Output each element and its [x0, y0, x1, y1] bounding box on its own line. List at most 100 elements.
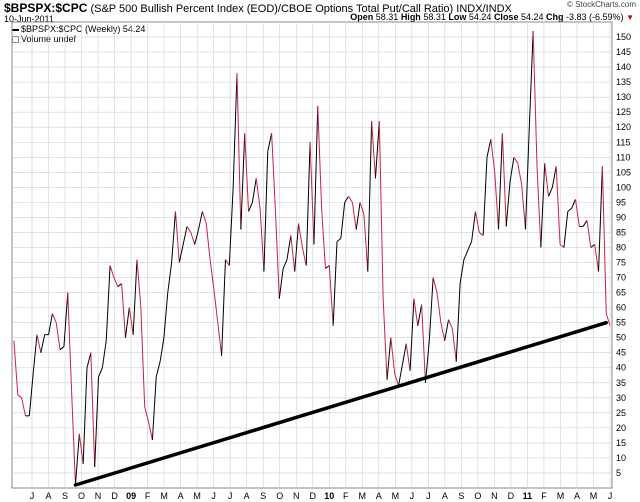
series-segment: [448, 319, 453, 329]
chart-title: $BPSPX:$CPC (S&P 500 Bullish Percent Ind…: [4, 1, 512, 15]
close-value: 54.24: [520, 12, 544, 22]
series-segment: [267, 133, 273, 152]
low-label: Low: [448, 12, 467, 22]
series-segment: [424, 340, 430, 383]
series-segment: [598, 166, 603, 272]
series-segment: [371, 121, 376, 179]
series-segment: [359, 202, 365, 215]
y-tick-label: 140: [616, 62, 631, 72]
series-segment: [17, 394, 22, 399]
series-segment: [117, 283, 122, 287]
series-segment: [78, 433, 84, 465]
series-segment: [517, 163, 523, 185]
series-segment: [394, 373, 400, 386]
series-segment: [101, 340, 107, 368]
series-segment: [171, 211, 176, 263]
series-segment: [113, 277, 119, 287]
series-segment: [232, 73, 238, 188]
series-segment: [428, 277, 434, 341]
series-segment: [94, 376, 100, 467]
x-tick-label: S: [62, 491, 68, 501]
series-segment: [382, 298, 388, 380]
x-tick-label: N: [491, 491, 498, 501]
y-tick-label: 70: [616, 273, 626, 283]
x-tick-label: A: [376, 491, 382, 501]
plot-frame: [11, 21, 613, 489]
series-segment: [471, 211, 476, 242]
x-tick-label: 11: [523, 491, 533, 501]
x-tick-label: M: [392, 491, 400, 501]
series-segment: [544, 163, 550, 197]
series-segment: [574, 199, 580, 227]
y-tick-label: 50: [616, 333, 626, 343]
y-tick-label: 85: [616, 227, 626, 237]
y-tick-label: 125: [616, 107, 631, 117]
series-segment: [136, 259, 142, 308]
series-segment: [274, 211, 280, 299]
series-segment: [217, 322, 223, 356]
series-segment: [451, 328, 457, 362]
y-tick-label: 55: [616, 318, 626, 328]
series-segment: [36, 334, 42, 353]
series-segment: [386, 337, 392, 380]
series-segment: [474, 211, 480, 233]
series-segment: [590, 244, 596, 248]
y-tick-label: 15: [616, 438, 626, 448]
x-tick-label: J: [410, 491, 415, 501]
series-segment: [436, 292, 442, 323]
series-segment: [532, 31, 538, 167]
series-segment: [124, 307, 130, 338]
x-tick-label: M: [557, 491, 565, 501]
x-tick-label: D: [111, 491, 118, 501]
x-tick-label: O: [276, 491, 283, 501]
series-segment: [298, 223, 303, 248]
series-segment: [67, 292, 73, 392]
series-segment: [405, 343, 411, 371]
x-tick-label: F: [541, 491, 547, 501]
series-segment: [63, 292, 69, 347]
high-value: 58.31: [423, 12, 446, 22]
close-label: Close: [493, 12, 519, 22]
legend-series-label: $BPSPX:$CPC (Weekly) 54.24: [21, 24, 146, 34]
series-segment: [105, 265, 111, 341]
y-tick-label: 30: [616, 393, 626, 403]
series-segment: [228, 187, 234, 266]
series-segment: [278, 268, 284, 299]
series-segment: [151, 376, 157, 440]
y-tick-label: 10: [616, 453, 626, 463]
series-segment: [74, 433, 80, 486]
series-segment: [490, 139, 496, 173]
series-segment: [255, 178, 261, 209]
chg-label: Chg: [546, 12, 564, 22]
x-tick-label: M: [160, 491, 168, 501]
y-tick-label: 100: [616, 182, 631, 192]
series-segment: [498, 133, 503, 230]
series-segment: [417, 304, 423, 326]
y-tick-label: 130: [616, 92, 631, 102]
series-segment: [194, 229, 200, 245]
series-segment: [340, 202, 346, 239]
series-segment: [325, 265, 330, 269]
series-segment: [521, 184, 526, 230]
x-tick-label: M: [590, 491, 598, 501]
x-tick-label: J: [228, 491, 233, 501]
series-segment: [548, 187, 553, 197]
series-segment: [271, 133, 276, 212]
series-segment: [155, 361, 161, 377]
series-segment: [559, 244, 565, 248]
x-tick-label: O: [78, 491, 85, 501]
series-segment: [167, 262, 173, 293]
x-tick-label: O: [474, 491, 481, 501]
series-segment: [178, 244, 184, 263]
series-segment: [444, 319, 450, 341]
series-segment: [159, 337, 165, 362]
series-segment: [86, 352, 92, 368]
series-segment: [59, 346, 65, 351]
x-tick-label: J: [426, 491, 431, 501]
series-segment: [121, 283, 126, 338]
legend-series: $BPSPX:$CPC (Weekly) 54.24: [12, 24, 145, 34]
x-tick-label: D: [508, 491, 515, 501]
series-segment: [467, 241, 473, 251]
x-tick-label: J: [608, 491, 613, 501]
